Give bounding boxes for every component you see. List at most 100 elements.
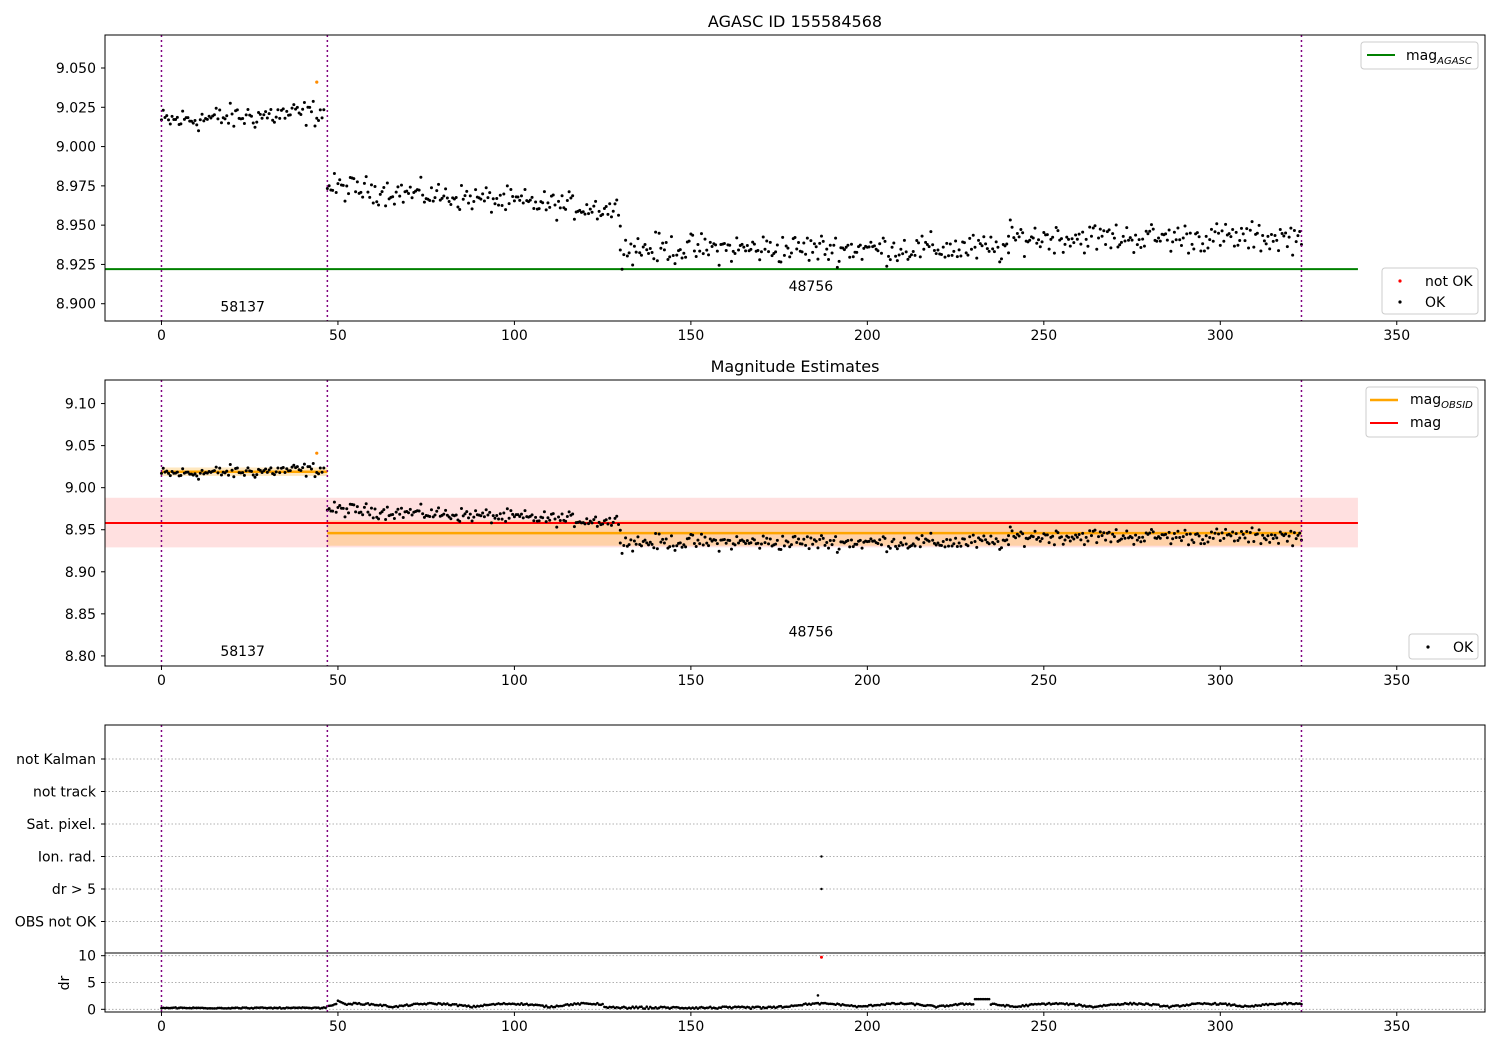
ok-point xyxy=(823,252,827,256)
ok-point xyxy=(218,108,222,112)
estimates-panel-frame xyxy=(104,379,1486,667)
ok-point xyxy=(1144,229,1148,233)
ok-point xyxy=(198,471,202,475)
agasc-legend: magAGASC xyxy=(1360,41,1479,70)
ok-point xyxy=(971,533,975,537)
ok-point xyxy=(661,241,665,245)
ok-point xyxy=(913,544,917,548)
ok-point xyxy=(246,466,250,470)
ok-point xyxy=(618,528,622,532)
ok-point xyxy=(1022,255,1026,259)
ok-point xyxy=(763,541,767,545)
ok-point xyxy=(1287,534,1291,538)
ok-point xyxy=(1217,532,1221,536)
ok-point xyxy=(835,550,839,554)
ok-point xyxy=(1220,531,1224,535)
ok-point xyxy=(1093,528,1097,532)
ok-point xyxy=(1142,539,1146,543)
x-tick-label: 300 xyxy=(1207,1019,1234,1035)
ok-point xyxy=(449,517,453,521)
ok-point xyxy=(1098,530,1102,534)
x-tick-label: 50 xyxy=(329,673,347,689)
ok-point xyxy=(421,193,425,197)
ok-point xyxy=(528,198,532,202)
ok-point xyxy=(708,537,712,541)
legend-label-agasc: magAGASC xyxy=(1406,48,1472,67)
ok-point xyxy=(1125,226,1129,230)
ok-point xyxy=(1208,238,1212,242)
legend-marker-ok xyxy=(1398,300,1402,304)
x-tick-label: 200 xyxy=(854,1019,881,1035)
ok-point xyxy=(601,522,605,526)
ok-point xyxy=(1248,530,1252,534)
ok-point xyxy=(375,200,379,204)
ok-point xyxy=(519,194,523,198)
ok-point xyxy=(371,516,375,520)
ok-point xyxy=(267,112,271,116)
ok-point xyxy=(1075,535,1079,539)
ok-point xyxy=(929,230,933,234)
ok-point xyxy=(722,241,726,245)
ok-point xyxy=(966,544,970,548)
ok-point xyxy=(334,190,338,194)
y-tick-label: 8.80 xyxy=(65,649,96,665)
ok-point xyxy=(894,544,898,548)
ok-point xyxy=(322,108,326,112)
ok-point xyxy=(262,113,266,117)
ok-point xyxy=(634,542,638,546)
ok-point xyxy=(1070,535,1074,539)
obs-label-48756: 48756 xyxy=(789,279,834,295)
ok-point xyxy=(338,178,342,182)
ok-point xyxy=(805,236,809,240)
ok-point xyxy=(733,252,737,256)
ok-point xyxy=(385,505,389,509)
ok-point xyxy=(664,241,668,245)
ok-point xyxy=(1241,232,1245,236)
ok-point xyxy=(1201,538,1205,542)
ok-point xyxy=(1277,541,1281,545)
ok-point xyxy=(1248,228,1252,232)
ok-point xyxy=(587,212,591,216)
y-tick-label: 8.925 xyxy=(56,257,96,273)
ok-point xyxy=(1088,529,1092,533)
ok-point xyxy=(968,236,972,240)
ok-point xyxy=(975,545,979,549)
ok-point xyxy=(1292,531,1296,535)
ok-point xyxy=(1074,533,1078,537)
ok-point xyxy=(1224,527,1228,531)
ok-point xyxy=(572,217,576,221)
ok-point xyxy=(521,201,525,205)
ok-point xyxy=(1243,536,1247,540)
ok-point xyxy=(461,514,465,518)
ok-point xyxy=(943,255,947,259)
ok-point xyxy=(1111,232,1115,236)
ok-point xyxy=(1289,529,1293,533)
ok-point xyxy=(442,512,446,516)
ok-point xyxy=(594,199,598,203)
ok-point xyxy=(272,120,276,124)
ok-point xyxy=(668,255,672,259)
ok-point xyxy=(609,215,613,219)
ok-point xyxy=(632,539,636,543)
ok-point xyxy=(168,474,172,478)
ok-point xyxy=(251,473,255,477)
ok-point xyxy=(269,108,273,112)
ok-point xyxy=(913,253,917,257)
ok-point xyxy=(398,512,402,516)
x-tick-label: 200 xyxy=(854,328,881,344)
ok-point xyxy=(756,248,760,252)
ok-point xyxy=(895,259,899,263)
ok-point xyxy=(197,477,201,481)
ok-point xyxy=(437,182,441,186)
ok-point xyxy=(1128,236,1132,240)
ok-point xyxy=(491,197,495,201)
ok-point xyxy=(159,471,163,475)
ok-point xyxy=(1067,535,1071,539)
ok-point xyxy=(731,249,735,253)
ok-point xyxy=(684,545,688,549)
ok-point xyxy=(417,188,421,192)
ok-point xyxy=(1047,247,1051,251)
ok-point xyxy=(636,237,640,241)
ok-point xyxy=(819,234,823,238)
ok-point xyxy=(1183,528,1187,532)
